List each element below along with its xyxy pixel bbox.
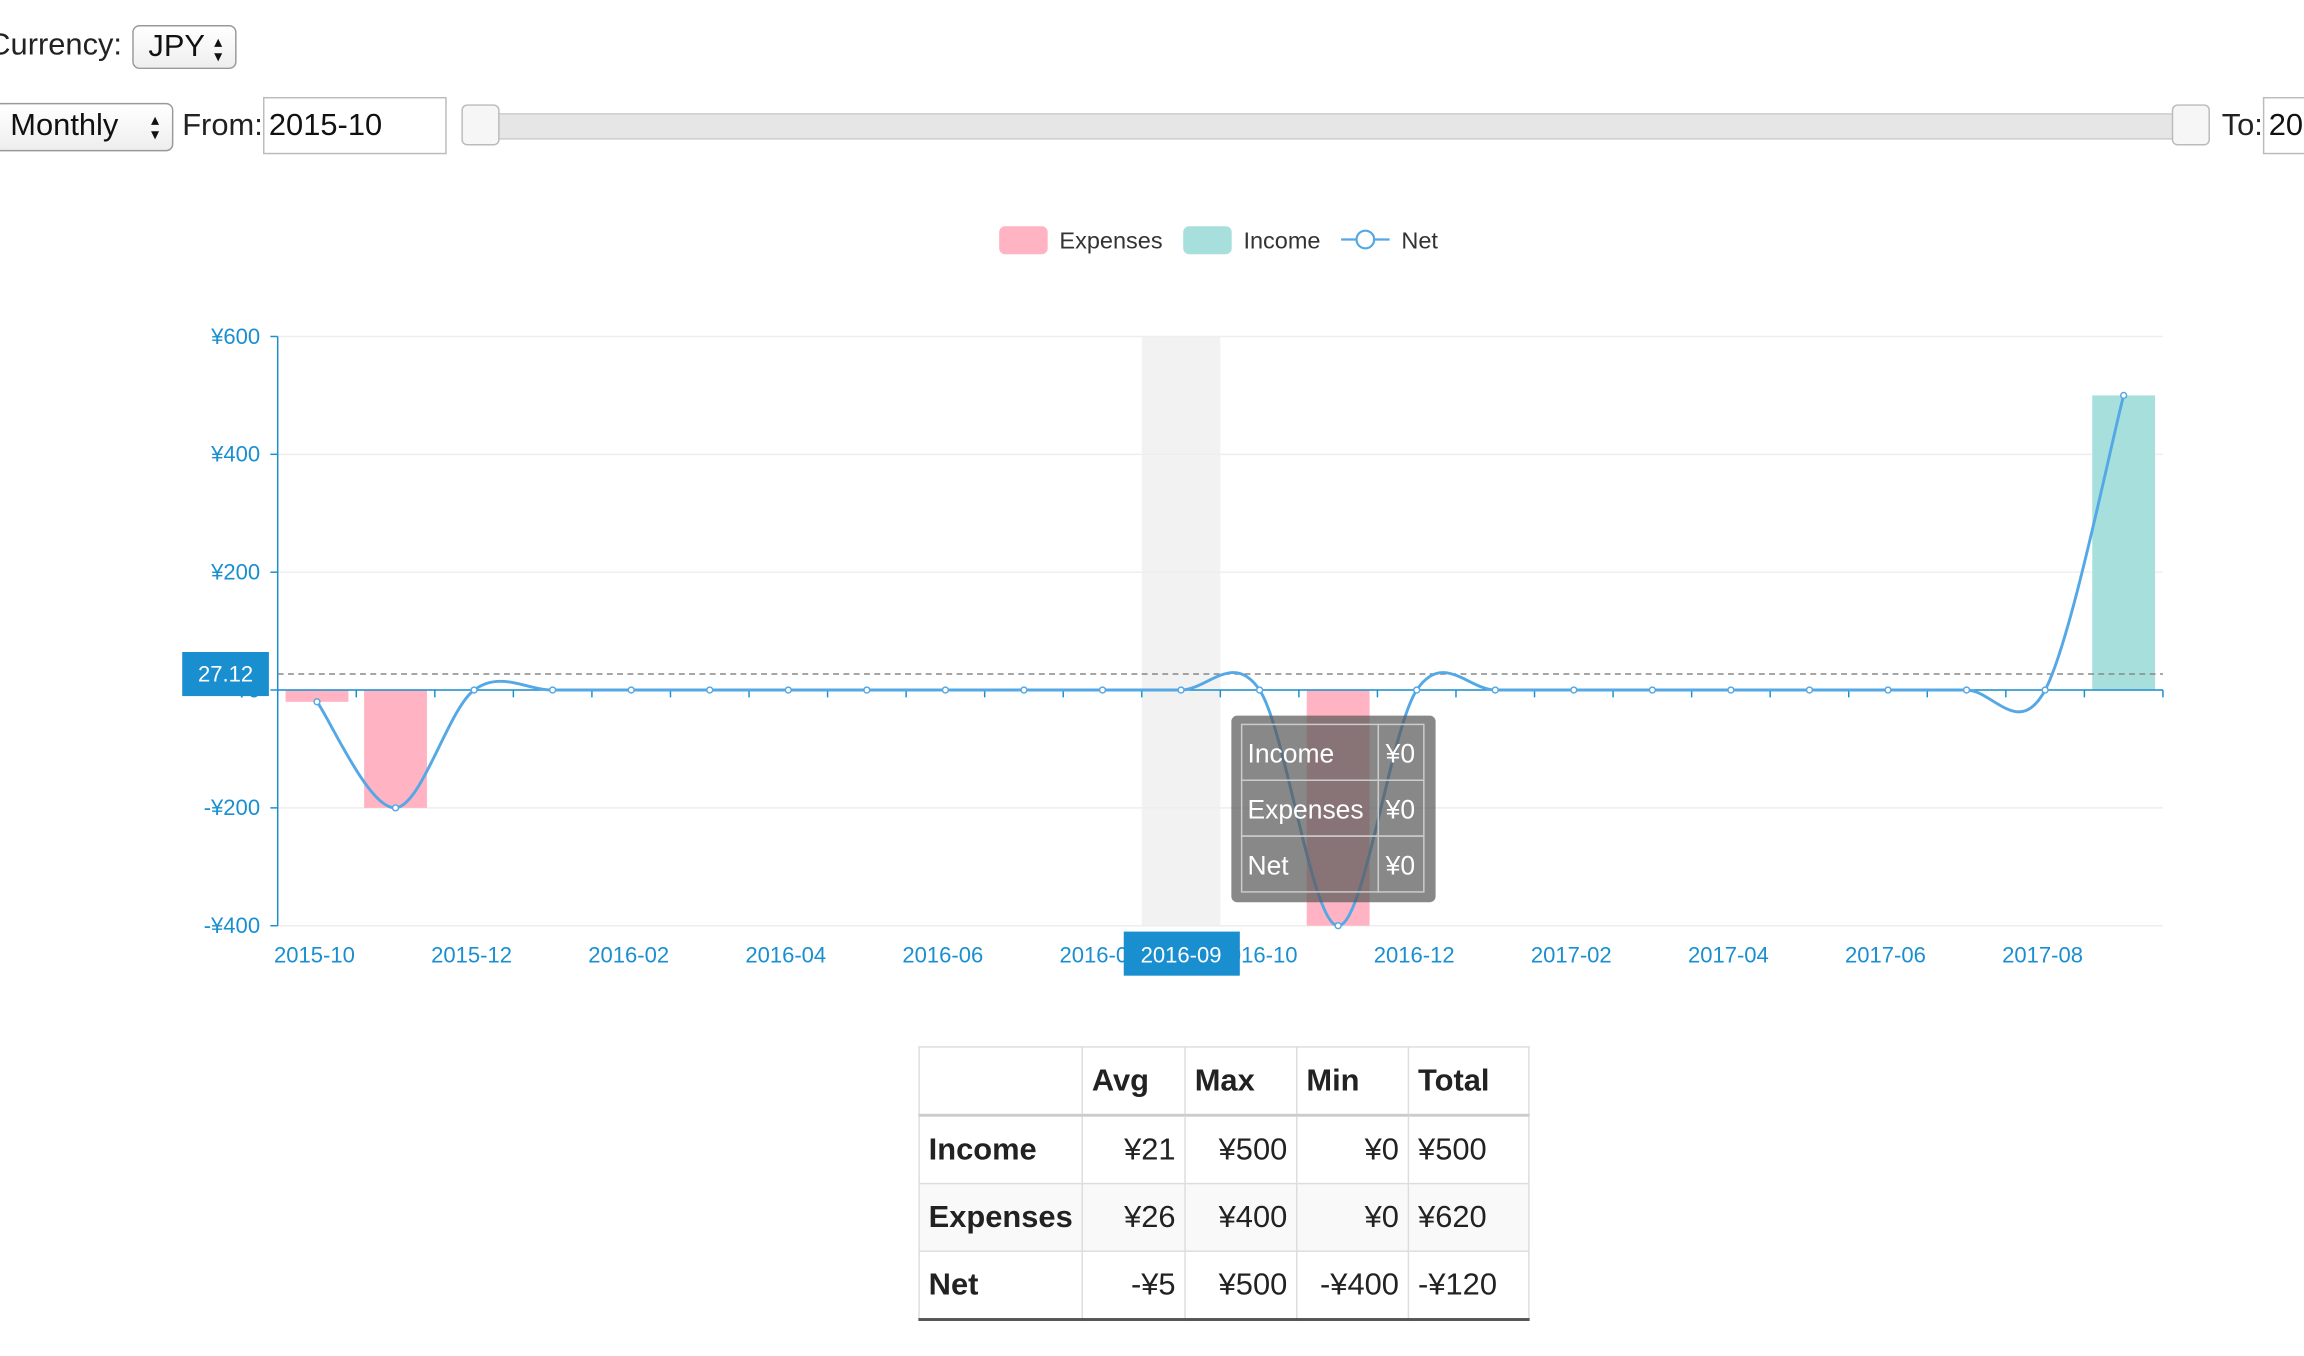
range-track xyxy=(479,113,2193,140)
tooltip-name: Net xyxy=(1248,850,1290,880)
net-point xyxy=(548,686,557,694)
x-tick-label: 2017-02 xyxy=(1531,942,1612,967)
net-point xyxy=(784,686,792,694)
tooltip-box xyxy=(1231,715,1436,903)
net-point xyxy=(1570,686,1578,694)
currency-label: Currency: xyxy=(0,27,123,62)
table-row: Net -¥5 ¥500 -¥400 -¥120 xyxy=(918,1250,1530,1321)
x-tick-label: 2015-12 xyxy=(431,942,512,967)
from-label: From: xyxy=(182,108,263,143)
tooltip-cell xyxy=(1377,835,1425,893)
x-tick-label: 2016-02 xyxy=(588,942,669,967)
net-point xyxy=(2119,391,2128,400)
bar xyxy=(2092,395,2156,691)
tooltip-value: ¥0 xyxy=(1385,739,1415,769)
x-tick-label: 2016-06 xyxy=(902,942,983,967)
row-header: Net xyxy=(918,1250,1084,1321)
net-point xyxy=(941,686,950,694)
tooltip-name: Expenses xyxy=(1248,794,1364,824)
currency-select[interactable]: JPY xyxy=(132,24,237,70)
net-point xyxy=(1648,686,1657,694)
net-point xyxy=(391,804,400,812)
row-header: Expenses xyxy=(918,1182,1084,1252)
column-header: Avg xyxy=(1081,1046,1186,1117)
bar xyxy=(285,690,349,702)
cell: ¥400 xyxy=(1184,1182,1298,1252)
cell: -¥400 xyxy=(1296,1250,1410,1321)
cell: -¥120 xyxy=(1407,1250,1530,1321)
to-label: To: xyxy=(2221,108,2263,143)
tooltip-value: ¥0 xyxy=(1385,794,1415,824)
net-point xyxy=(1020,686,1028,694)
column-header: Min xyxy=(1296,1046,1410,1117)
cell: ¥500 xyxy=(1184,1114,1298,1185)
net-point xyxy=(1334,922,1342,930)
y-tick-label: ¥600 xyxy=(210,324,260,349)
net-point xyxy=(627,686,635,694)
net-point xyxy=(470,686,478,694)
to-input[interactable]: 20 xyxy=(2262,96,2304,155)
legend-label: Income xyxy=(1243,227,1320,253)
y-tick-label: -¥400 xyxy=(204,913,260,938)
row-header: Income xyxy=(918,1114,1084,1185)
legend-marker xyxy=(1355,229,1376,250)
y-tick-label: -¥200 xyxy=(204,795,260,820)
column-header: Max xyxy=(1184,1046,1298,1117)
tooltip: Income ¥0 Expenses ¥0 Net ¥0 xyxy=(1231,715,1436,903)
chart: Expenses Income Net -¥400 -¥200 ¥0 ¥200 ¥400 ¥60… xyxy=(182,226,2164,976)
x-tick-label: 2017-04 xyxy=(1688,942,1769,967)
cell: ¥620 xyxy=(1407,1182,1530,1252)
net-point xyxy=(1255,686,1264,694)
net-point xyxy=(1727,686,1735,694)
column-header: Total xyxy=(1407,1046,1530,1117)
net-point xyxy=(1413,686,1421,694)
net-point xyxy=(2041,686,2049,694)
legend-label: Expenses xyxy=(1059,227,1162,253)
x-tick-label: 2017-06 xyxy=(1845,942,1926,967)
tooltip-value: ¥0 xyxy=(1385,850,1415,880)
axis-pointer-label: 2016-09 xyxy=(1141,942,1222,967)
x-tick-label: 2016-12 xyxy=(1374,942,1455,967)
mark-line-label-box xyxy=(182,652,269,697)
axis-pointer-shadow xyxy=(1141,336,1221,926)
table-row: Expenses ¥26 ¥400 ¥0 ¥620 xyxy=(918,1182,1530,1252)
net-point xyxy=(313,698,321,706)
net-point xyxy=(1805,686,1814,694)
net-point xyxy=(863,686,871,694)
net-point xyxy=(1098,686,1107,694)
x-tick-label: 2015-10 xyxy=(274,942,355,967)
table-row: Income ¥21 ¥500 ¥0 ¥500 xyxy=(918,1114,1530,1185)
net-point xyxy=(1491,686,1499,694)
legend-swatch xyxy=(999,226,1048,255)
cell: ¥0 xyxy=(1296,1182,1410,1252)
table-header: Avg Max Min Total xyxy=(918,1046,1530,1117)
cell: ¥26 xyxy=(1081,1182,1186,1252)
range-handle-end[interactable] xyxy=(2171,104,2210,146)
cell: ¥21 xyxy=(1081,1114,1186,1185)
corner xyxy=(918,1046,1084,1117)
cell: ¥500 xyxy=(1407,1114,1530,1185)
legend-swatch xyxy=(1183,226,1232,255)
cell: ¥500 xyxy=(1184,1250,1298,1321)
tooltip-name: Income xyxy=(1248,739,1335,769)
net-point xyxy=(706,686,714,694)
axis-pointer-label-box xyxy=(1123,931,1240,976)
range-handle-start[interactable] xyxy=(461,104,500,146)
mark-line-label: 27.12 xyxy=(198,661,253,686)
summary-table: Avg Max Min Total Income ¥21 ¥500 ¥0 ¥500 Expens… xyxy=(918,1046,1530,1321)
net-point xyxy=(1177,686,1185,694)
legend-label: Net xyxy=(1401,227,1438,253)
x-tick-label: 2017-08 xyxy=(2002,942,2083,967)
net-point xyxy=(1884,686,1892,694)
y-tick-label: ¥400 xyxy=(210,442,260,467)
from-input[interactable]: 2015-10 xyxy=(263,96,447,155)
cell: ¥0 xyxy=(1296,1114,1410,1185)
period-select[interactable]: Monthly xyxy=(0,102,174,152)
cell: -¥5 xyxy=(1081,1250,1186,1321)
y-tick-label: ¥200 xyxy=(210,560,260,585)
net-point xyxy=(1962,686,1971,694)
x-tick-label: 2016-04 xyxy=(745,942,826,967)
